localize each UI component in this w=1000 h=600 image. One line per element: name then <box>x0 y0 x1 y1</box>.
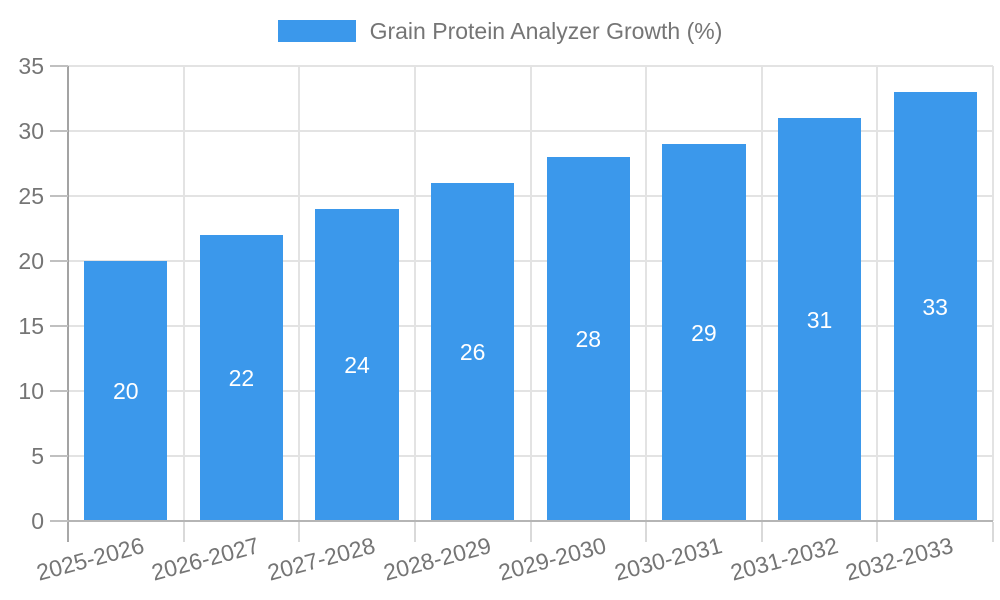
h-gridline <box>68 130 993 132</box>
y-tick-label: 0 <box>31 508 44 534</box>
bar-2026-2027[interactable] <box>199 235 284 521</box>
legend-swatch <box>277 20 356 42</box>
y-tick <box>50 390 68 392</box>
y-tick <box>50 130 68 132</box>
y-tick <box>50 520 68 522</box>
bar-value-label: 31 <box>806 306 833 333</box>
legend-label: Grain Protein Analyzer Growth (%) <box>369 18 723 44</box>
x-tick <box>67 522 69 542</box>
y-tick <box>50 455 68 457</box>
x-tick <box>413 522 416 542</box>
y-tick-label: 30 <box>18 118 44 144</box>
x-tick <box>529 522 532 542</box>
h-gridline <box>68 390 993 392</box>
v-gridline <box>760 66 763 521</box>
bar-2031-2032[interactable] <box>777 118 862 521</box>
x-tick <box>298 522 301 542</box>
y-tick-label: 25 <box>18 183 44 209</box>
v-gridline <box>876 66 879 521</box>
h-gridline <box>68 260 993 262</box>
x-tick <box>645 522 648 542</box>
bar-2025-2026[interactable] <box>84 261 168 521</box>
y-tick <box>50 195 68 197</box>
v-gridline <box>413 66 416 521</box>
v-gridline <box>529 66 532 521</box>
bar-2029-2030[interactable] <box>546 157 630 521</box>
x-tick <box>992 522 994 542</box>
h-gridline <box>68 455 993 457</box>
v-gridline <box>182 66 185 521</box>
bar-value-label: 28 <box>575 326 602 352</box>
v-gridline <box>298 66 301 521</box>
bar-value-label: 20 <box>113 378 139 404</box>
y-axis-line <box>67 66 69 523</box>
x-tick <box>876 522 879 542</box>
h-gridline <box>68 195 993 197</box>
y-tick-label: 10 <box>18 378 44 404</box>
bar-2030-2031[interactable] <box>662 144 746 521</box>
bar-value-label: 24 <box>344 352 370 378</box>
y-tick-label: 15 <box>18 313 44 339</box>
x-baseline <box>68 520 993 522</box>
y-tick <box>50 260 68 262</box>
bar-2028-2029[interactable] <box>431 183 515 521</box>
bar-value-label: 33 <box>922 293 948 320</box>
bar-2027-2028[interactable] <box>315 209 399 521</box>
x-tick <box>182 522 185 542</box>
y-tick <box>50 65 68 67</box>
y-tick-label: 5 <box>31 443 44 469</box>
y-tick-label: 20 <box>18 248 44 274</box>
y-tick-label: 35 <box>18 53 44 79</box>
x-tick <box>760 522 763 542</box>
bar-value-label: 22 <box>228 365 255 391</box>
v-gridline <box>645 66 648 521</box>
legend[interactable]: Grain Protein Analyzer Growth (%) <box>0 18 1000 44</box>
bar-value-label: 29 <box>691 319 717 346</box>
h-gridline <box>68 325 993 327</box>
bar-value-label: 26 <box>459 339 486 365</box>
y-tick <box>50 325 68 327</box>
v-gridline <box>992 66 994 521</box>
h-gridline <box>68 65 993 67</box>
bar-2032-2033[interactable] <box>893 92 977 521</box>
